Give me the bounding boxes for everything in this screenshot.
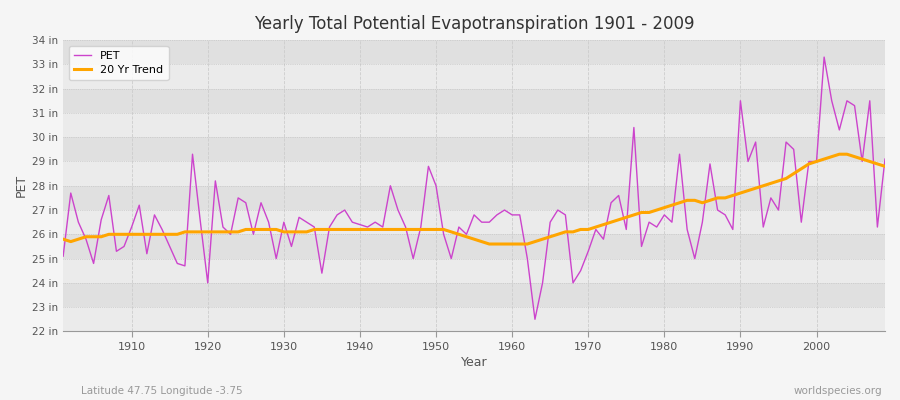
PET: [332, 212, 343, 217]
20 Yr Trend: [286, 230, 297, 234]
20 Yr Trend: [58, 237, 68, 242]
PET: [58, 254, 68, 258]
PET: [286, 244, 297, 249]
Text: Latitude 47.75 Longitude -3.75: Latitude 47.75 Longitude -3.75: [81, 386, 243, 396]
Bar: [63, 234, 885, 258]
Legend: PET, 20 Yr Trend: PET, 20 Yr Trend: [68, 46, 168, 80]
Bar: [63, 64, 885, 89]
X-axis label: Year: Year: [461, 356, 488, 369]
PET: [819, 55, 830, 60]
PET: [606, 200, 616, 205]
20 Yr Trend: [514, 242, 525, 246]
Line: 20 Yr Trend: 20 Yr Trend: [63, 154, 885, 244]
PET: [119, 244, 130, 249]
Text: worldspecies.org: worldspecies.org: [794, 386, 882, 396]
Bar: [63, 210, 885, 234]
20 Yr Trend: [119, 232, 130, 237]
20 Yr Trend: [507, 242, 517, 246]
Bar: [63, 283, 885, 307]
Bar: [63, 162, 885, 186]
PET: [529, 317, 540, 322]
Bar: [63, 258, 885, 283]
Line: PET: PET: [63, 57, 885, 319]
PET: [500, 208, 510, 212]
PET: [879, 157, 890, 162]
20 Yr Trend: [834, 152, 845, 157]
20 Yr Trend: [484, 242, 495, 246]
20 Yr Trend: [332, 227, 343, 232]
Bar: [63, 186, 885, 210]
20 Yr Trend: [879, 164, 890, 169]
Bar: [63, 113, 885, 137]
Bar: [63, 137, 885, 162]
Bar: [63, 89, 885, 113]
PET: [507, 212, 517, 217]
Bar: [63, 40, 885, 64]
Y-axis label: PET: PET: [15, 174, 28, 197]
20 Yr Trend: [606, 220, 616, 224]
Bar: [63, 307, 885, 332]
Title: Yearly Total Potential Evapotranspiration 1901 - 2009: Yearly Total Potential Evapotranspiratio…: [254, 15, 694, 33]
